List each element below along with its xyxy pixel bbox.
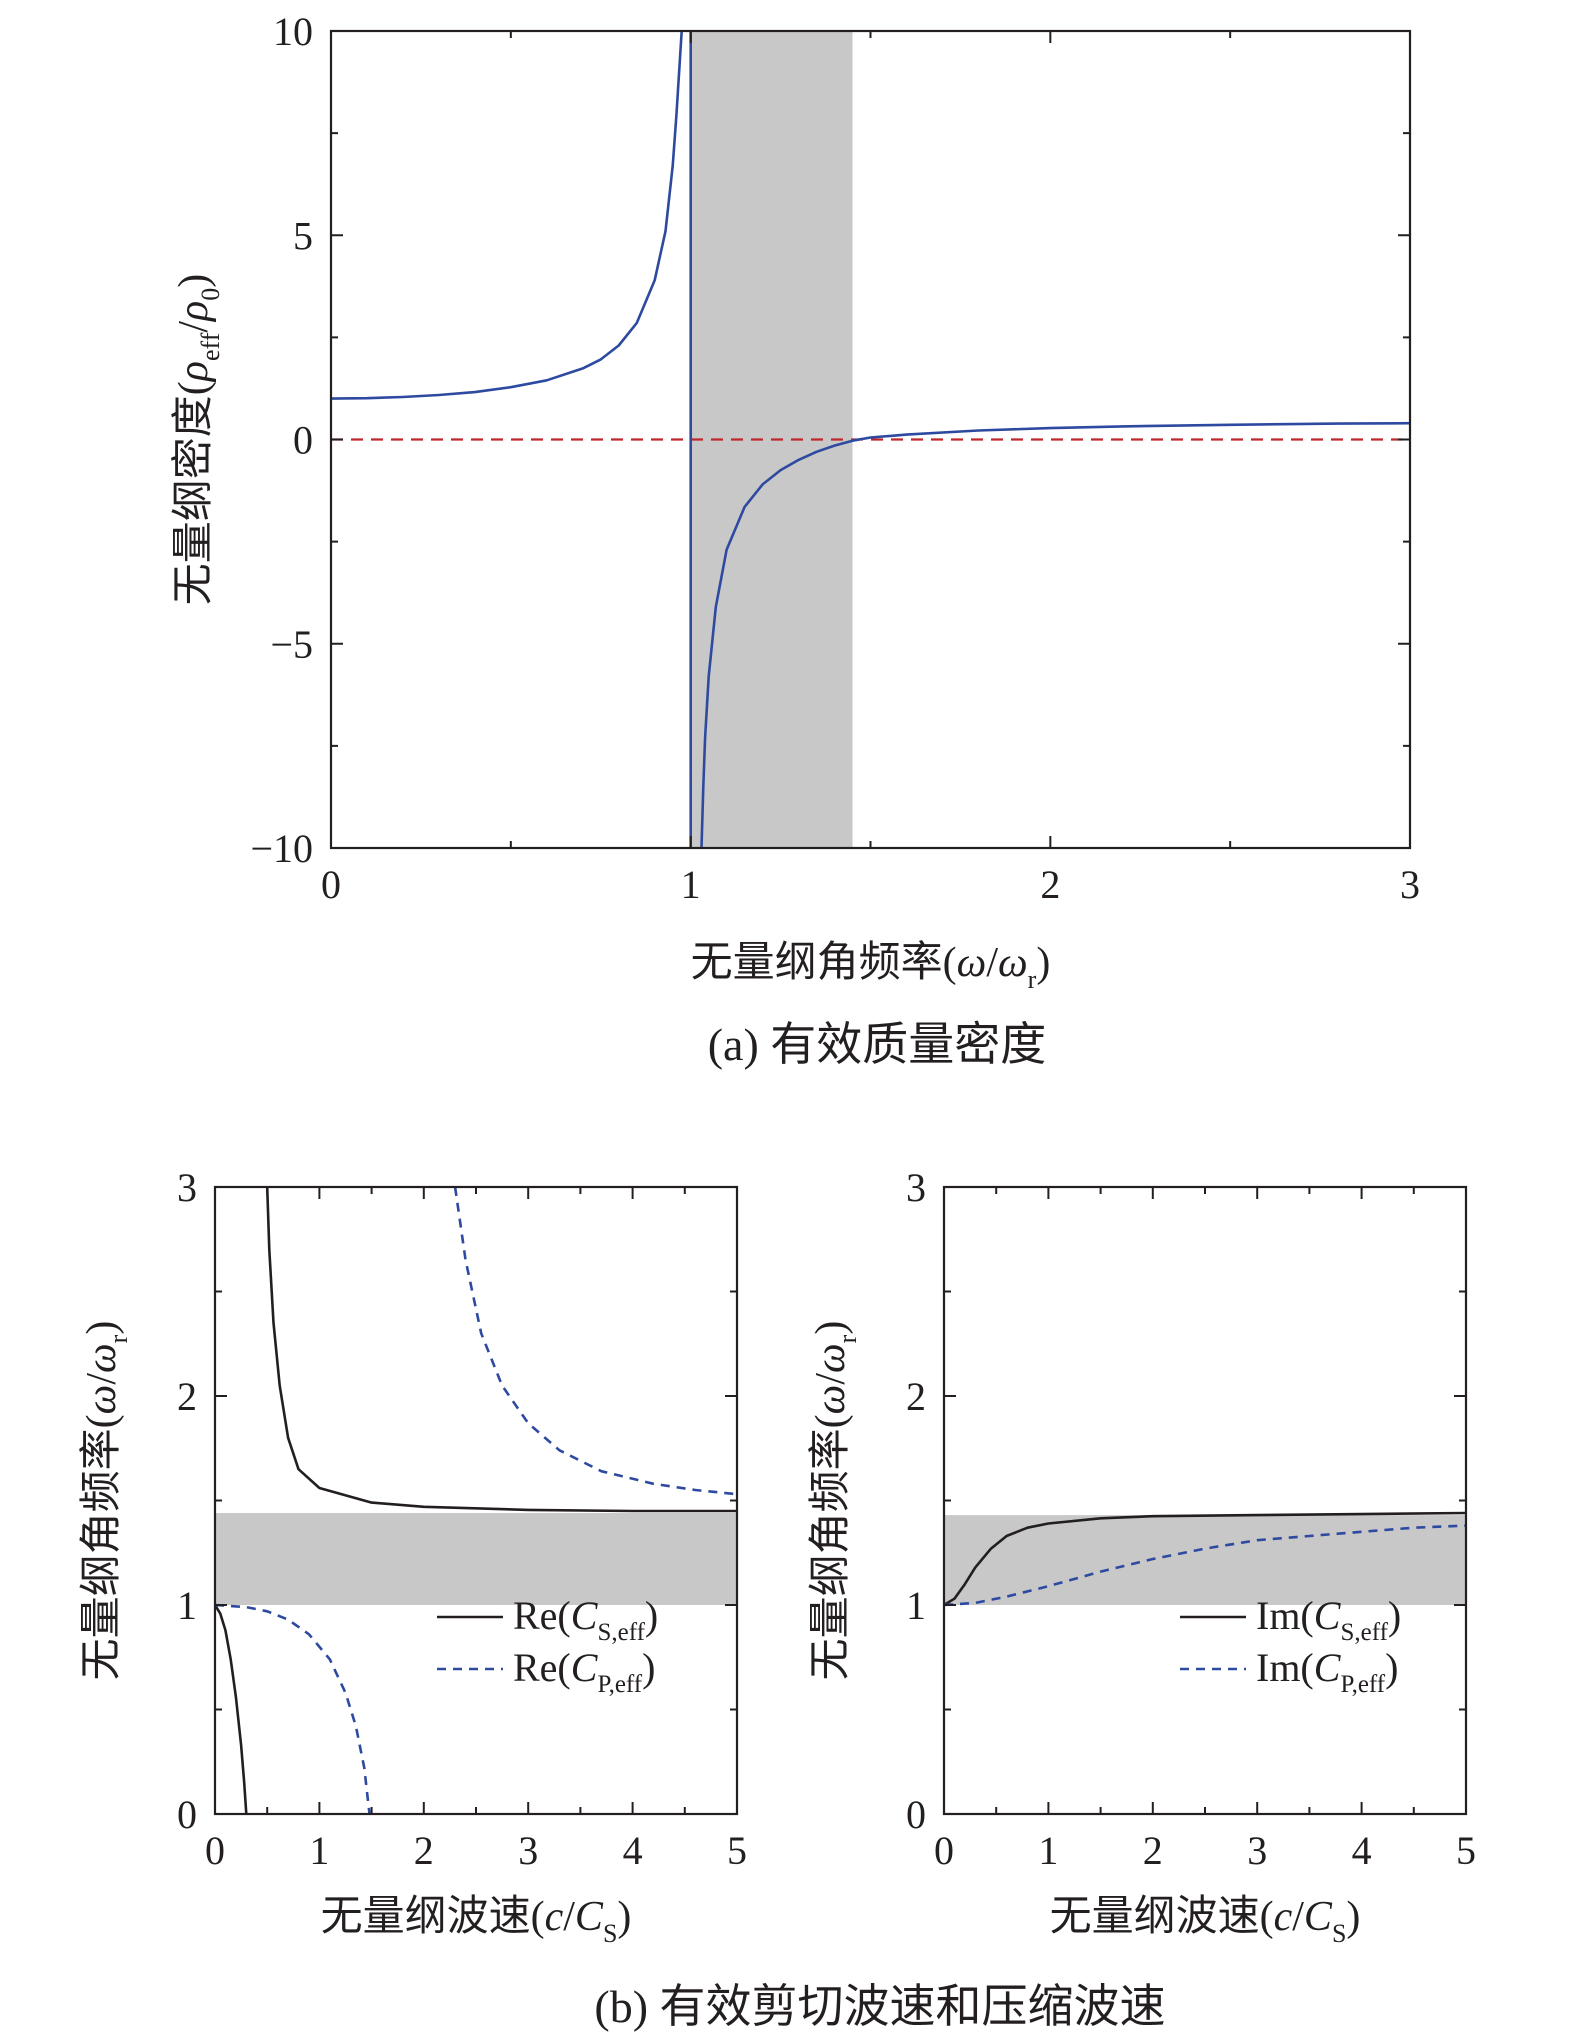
x-tick-label: 2 <box>1040 862 1060 907</box>
x-tick-label: 5 <box>1456 1828 1476 1873</box>
series-2-curve-1 <box>944 1524 1466 1607</box>
x-axis-title: 无量纲角频率(ω/ωr) <box>691 939 1051 994</box>
y-tick-label: 3 <box>177 1165 197 1210</box>
x-tick-label: 4 <box>1352 1828 1372 1873</box>
y-tick-label: 1 <box>177 1583 197 1628</box>
x-tick-label: 0 <box>934 1828 954 1873</box>
x-tick-label: 3 <box>1400 862 1420 907</box>
y-tick-label: 2 <box>177 1374 197 1419</box>
x-tick-label: 0 <box>205 1828 225 1873</box>
x-tick-label: 3 <box>518 1828 538 1873</box>
series-1-curve-3 <box>700 421 1410 848</box>
series-2-curve-1 <box>215 1603 371 1814</box>
series-2 <box>944 1524 1466 1607</box>
legend-label: Im(CP,eff) <box>1256 1645 1398 1698</box>
y-axis-title: 无量纲角频率(ω/ωr) <box>807 1321 862 1681</box>
panel-a-effective-density-chart: 0 1 2 3 −10 −5 0 5 10 无量纲角频率(ω/ωr) 无量纲密度(ρeff/ρ0) <box>170 9 1420 994</box>
series-1-curve-1 <box>331 31 683 400</box>
y-tick-label: 0 <box>177 1792 197 1837</box>
y-axis-title: 无量纲角频率(ω/ωr) <box>78 1321 133 1681</box>
panel-b-right-imag-wave-speed-chart: 0 1 2 3 4 5 0 1 2 3 无量纲波速(c/CS) 无量纲角频率(ω/ωr) Im(CS,e… <box>807 1165 1476 1948</box>
caption-a: (a) 有效质量密度 <box>708 1019 1047 1070</box>
y-tick-label: 2 <box>906 1374 926 1419</box>
x-tick-label: 3 <box>1247 1828 1267 1873</box>
y-tick-label: −5 <box>270 622 313 667</box>
y-tick-label: 0 <box>293 418 313 463</box>
shaded-band <box>215 1513 737 1605</box>
x-axis-title: 无量纲波速(c/CS) <box>321 1894 632 1948</box>
plot-frame <box>942 1185 1468 1816</box>
legend-label: Re(CP,eff) <box>513 1645 655 1698</box>
panel-b-left-real-wave-speed-chart: 0 1 2 3 4 5 0 1 2 3 无量纲波速(c/CS) 无量纲角频率(ω/ωr) Re(CS,e… <box>78 1165 747 1948</box>
y-tick-label: 5 <box>293 213 313 258</box>
y-axis-title: 无量纲密度(ρeff/ρ0) <box>170 274 225 605</box>
plot-frame <box>213 1185 739 1816</box>
series-1 <box>331 31 1410 848</box>
x-axis-title: 无量纲波速(c/CS) <box>1050 1894 1361 1948</box>
series-1-curve-2 <box>265 1187 737 1513</box>
series-1 <box>944 1511 1466 1607</box>
x-tick-label: 5 <box>727 1828 747 1873</box>
series-1-curve-1 <box>215 1604 248 1814</box>
x-tick-label: 2 <box>414 1828 434 1873</box>
series-1 <box>215 1187 737 1814</box>
y-tick-label: 0 <box>906 1792 926 1837</box>
x-tick-label: 4 <box>623 1828 643 1873</box>
caption-b: (b) 有效剪切波速和压缩波速 <box>594 1981 1165 2032</box>
x-tick-label: 2 <box>1143 1828 1163 1873</box>
y-tick-label: 10 <box>273 9 313 54</box>
y-tick-label: 3 <box>906 1165 926 1210</box>
x-tick-label: 1 <box>309 1828 329 1873</box>
legend: Re(CS,eff)Re(CP,eff) <box>437 1593 658 1698</box>
legend-label: Im(CS,eff) <box>1256 1593 1401 1646</box>
y-tick-label: 1 <box>906 1583 926 1628</box>
series-2-curve-2 <box>453 1187 737 1496</box>
series-1-curve-1 <box>944 1511 1466 1607</box>
x-tick-label: 1 <box>1038 1828 1058 1873</box>
x-tick-label: 0 <box>321 862 341 907</box>
y-tick-label: −10 <box>250 826 313 871</box>
series-2 <box>215 1187 737 1814</box>
legend-label: Re(CS,eff) <box>513 1593 658 1646</box>
x-tick-label: 1 <box>681 862 701 907</box>
legend: Im(CS,eff)Im(CP,eff) <box>1180 1593 1401 1698</box>
